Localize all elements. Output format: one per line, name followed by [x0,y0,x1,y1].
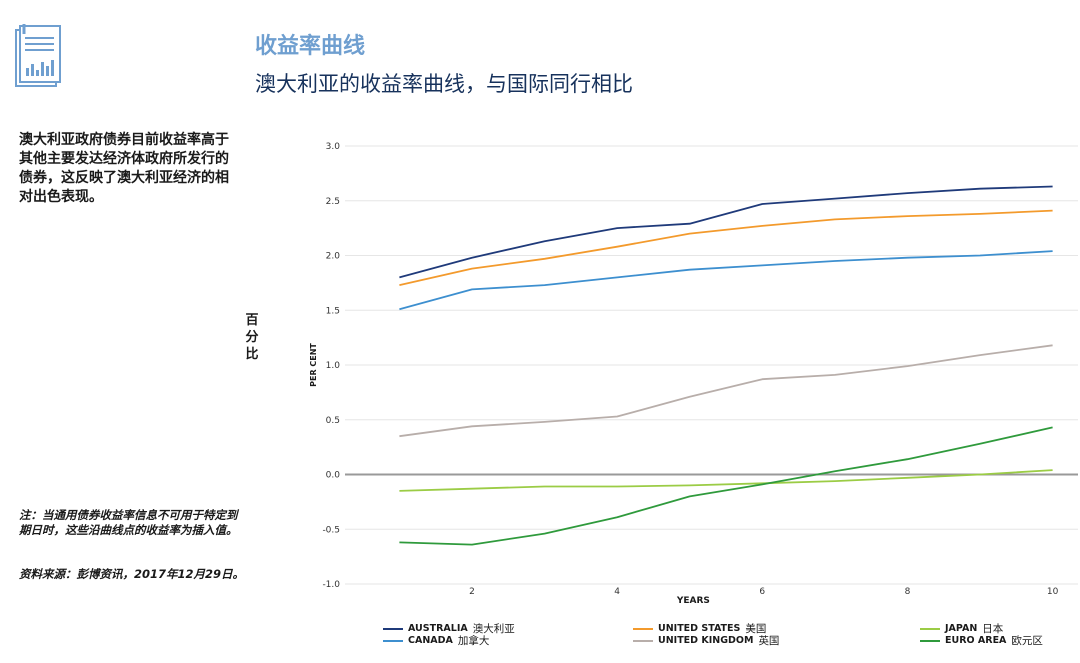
series-line-australia [399,185,1053,279]
y-axis-label-cn: 百分比 [245,313,259,362]
description-text: 澳大利亚政府债券目前收益率高于其他主要发达经济体政府所发行的债券，这反映了澳大利… [19,132,229,205]
x-tick-label: 10 [1047,587,1059,597]
y-tick-label: 0.5 [326,416,340,426]
x-tick-label: 2 [469,587,475,597]
y-tick-label: 1.5 [326,306,340,316]
x-axis-title: YEARS [676,596,710,606]
y-tick-label: 2.5 [326,197,340,207]
series-line-canada [399,250,1053,311]
series-line-euro-area [399,426,1053,546]
source-note: 资料来源：彭博资讯，2017年12月29日。 [19,567,245,581]
page-title: 收益率曲线 [255,34,366,59]
series-line-japan [399,469,1053,492]
y-tick-label: 3.0 [326,142,341,152]
document-chart-icon [15,24,61,87]
chart-subtitle: 澳大利亚的收益率曲线，与国际同行相比 [255,72,633,96]
y-tick-label: -0.5 [322,525,340,535]
y-tick-label: 2.0 [326,252,341,262]
series-line-united-states [399,209,1053,286]
y-tick-label: -1.0 [322,580,340,590]
y-tick-label: 0.0 [326,471,341,481]
x-tick-label: 4 [614,587,620,597]
series-line-united-kingdom [399,344,1053,438]
y-tick-label: 1.0 [326,361,341,371]
footnote: 注：当通用债券收益率信息不可用于特定到期日时，这些沿曲线点的收益率为插入值。 [19,508,238,537]
y-axis-title: PER CENT [309,343,318,387]
x-tick-label: 6 [759,587,765,597]
x-tick-label: 8 [905,587,911,597]
